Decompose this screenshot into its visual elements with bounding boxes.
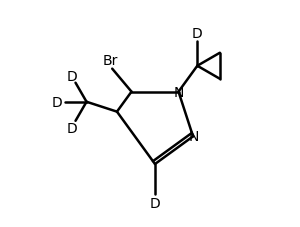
Text: N: N — [173, 85, 184, 99]
Text: D: D — [51, 95, 62, 109]
Text: D: D — [66, 121, 77, 135]
Text: N: N — [189, 130, 199, 144]
Text: Br: Br — [103, 53, 118, 67]
Text: D: D — [66, 69, 77, 83]
Text: D: D — [150, 196, 160, 210]
Text: D: D — [192, 27, 203, 41]
